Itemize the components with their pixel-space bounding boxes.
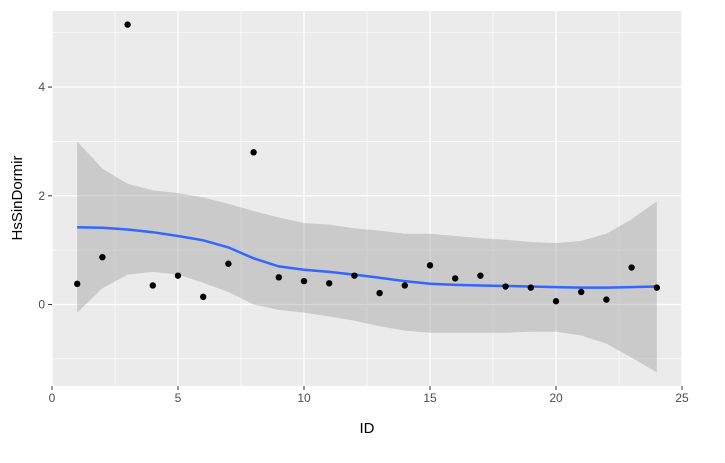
x-tick-label: 20 <box>549 391 563 405</box>
x-tick-label: 5 <box>175 391 182 405</box>
data-point <box>149 282 156 289</box>
data-point <box>174 272 182 279</box>
data-point <box>74 280 81 288</box>
data-point <box>351 272 358 279</box>
y-tick-label: 2 <box>38 189 45 203</box>
data-point <box>225 260 232 267</box>
data-point <box>376 289 383 297</box>
data-point <box>300 277 308 285</box>
data-points <box>74 21 660 305</box>
data-point <box>628 264 635 271</box>
confidence-band <box>77 141 657 373</box>
x-tick-label: 0 <box>49 391 56 405</box>
data-point <box>99 253 106 261</box>
x-tick-label: 10 <box>297 391 311 405</box>
y-axis: 0 2 4 <box>38 80 52 311</box>
x-tick-label: 25 <box>675 391 689 405</box>
data-point <box>653 284 660 291</box>
data-point <box>527 284 534 291</box>
smooth-line <box>77 226 657 289</box>
data-point <box>401 282 408 289</box>
data-point <box>552 298 560 305</box>
x-tick-label: 15 <box>423 391 437 405</box>
y-axis-title: HsSinDormir <box>9 155 26 240</box>
data-point <box>200 293 207 301</box>
data-point <box>250 149 257 156</box>
data-point <box>426 262 434 269</box>
data-point <box>578 288 585 296</box>
data-point <box>124 21 131 28</box>
data-point <box>502 283 509 290</box>
minor-gridlines <box>52 11 682 386</box>
data-point <box>326 280 333 287</box>
data-point <box>275 274 282 281</box>
x-axis-title: ID <box>360 420 375 437</box>
y-tick-label: 0 <box>38 297 45 311</box>
y-tick-label: 4 <box>38 80 45 94</box>
major-gridlines <box>51 11 683 386</box>
x-axis: 0 5 10 15 20 25 <box>49 386 689 405</box>
data-point <box>603 296 610 303</box>
data-point <box>477 272 484 279</box>
data-point <box>452 275 459 282</box>
